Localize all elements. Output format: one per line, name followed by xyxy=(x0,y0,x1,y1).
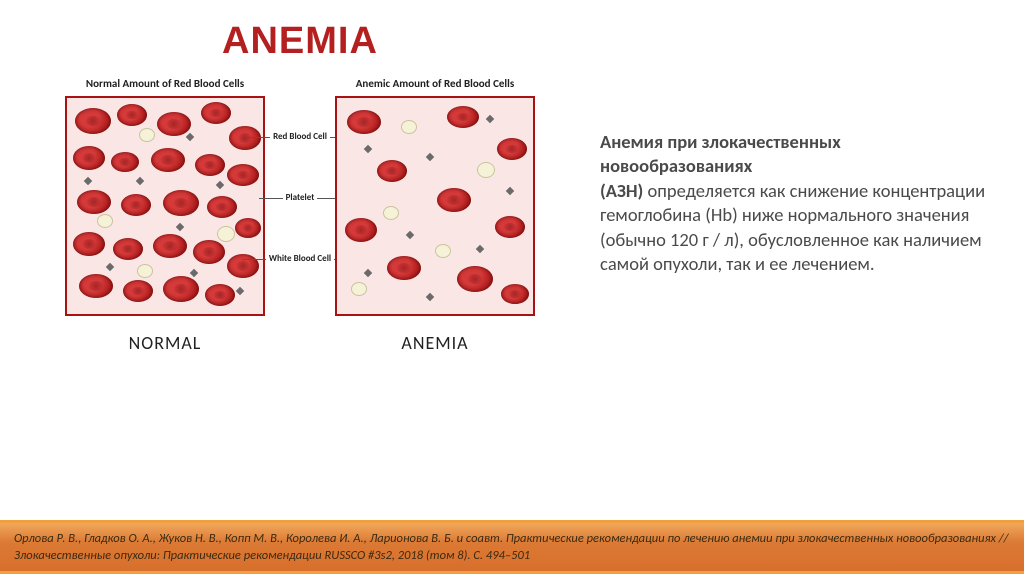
normal-caption: NORMAL xyxy=(129,332,202,354)
red-blood-cell-icon xyxy=(457,266,493,292)
white-blood-cell-icon xyxy=(137,264,153,278)
red-blood-cell-icon xyxy=(117,104,147,126)
red-blood-cell-icon xyxy=(227,254,259,278)
red-blood-cell-icon xyxy=(121,194,151,216)
platelet-icon xyxy=(406,231,414,239)
text-body: определяется как снижение концентрации г… xyxy=(600,179,985,275)
anemia-panel: Anemic Amount of Red Blood Cells ANEMIA xyxy=(335,77,535,354)
normal-top-label: Normal Amount of Red Blood Cells xyxy=(86,77,244,90)
white-blood-cell-icon xyxy=(435,244,451,258)
red-blood-cell-icon xyxy=(447,106,479,128)
platelet-icon xyxy=(364,269,372,277)
platelet-icon xyxy=(190,269,198,277)
red-blood-cell-icon xyxy=(111,152,139,172)
red-blood-cell-icon xyxy=(193,240,225,264)
platelet-icon xyxy=(236,287,244,295)
platelet-icon xyxy=(486,115,494,123)
anemia-caption: ANEMIA xyxy=(401,332,468,354)
red-blood-cell-icon xyxy=(201,102,231,124)
platelet-icon xyxy=(506,187,514,195)
description-text: Анемия при злокачественных новообразован… xyxy=(600,20,994,520)
wbc-label: White Blood Cell xyxy=(269,253,331,264)
platelet-icon xyxy=(426,153,434,161)
red-blood-cell-icon xyxy=(495,216,525,238)
red-blood-cell-icon xyxy=(79,274,113,298)
red-blood-cell-icon xyxy=(151,148,185,172)
red-blood-cell-icon xyxy=(497,138,527,160)
red-blood-cell-icon xyxy=(75,108,111,134)
text-bold-line1: Анемия при злокачественных новообразован… xyxy=(600,130,841,177)
main-content: ANEMIA Normal Amount of Red Blood Cells … xyxy=(0,0,1024,520)
normal-blood-box xyxy=(65,96,265,316)
red-blood-cell-icon xyxy=(153,234,187,258)
platelet-icon xyxy=(364,145,372,153)
red-blood-cell-icon xyxy=(345,218,377,242)
red-blood-cell-icon xyxy=(73,146,105,170)
red-blood-cell-icon xyxy=(157,112,191,136)
normal-panel: Normal Amount of Red Blood Cells NORMAL xyxy=(65,77,265,354)
red-blood-cell-icon xyxy=(227,164,259,186)
red-blood-cell-icon xyxy=(501,284,529,304)
red-blood-cell-icon xyxy=(235,218,261,238)
red-blood-cell-icon xyxy=(163,276,199,302)
red-blood-cell-icon xyxy=(205,284,235,306)
citation-bar: Орлова Р. В., Гладков О. А., Жуков Н. В.… xyxy=(0,520,1024,574)
platelet-icon xyxy=(426,293,434,301)
red-blood-cell-icon xyxy=(163,190,199,216)
red-blood-cell-icon xyxy=(123,280,153,302)
anemia-blood-box xyxy=(335,96,535,316)
platelet-label: Platelet xyxy=(286,192,315,203)
panels-row: Normal Amount of Red Blood Cells NORMAL … xyxy=(65,77,535,354)
text-bold-azn: (АЗН) xyxy=(600,179,643,202)
red-blood-cell-icon xyxy=(77,190,111,214)
platelet-icon xyxy=(186,133,194,141)
red-blood-cell-icon xyxy=(229,126,261,150)
white-blood-cell-icon xyxy=(97,214,113,228)
platelet-icon xyxy=(136,177,144,185)
red-blood-cell-icon xyxy=(207,196,237,218)
diagram-title: ANEMIA xyxy=(222,20,378,63)
white-blood-cell-icon xyxy=(477,162,495,178)
white-blood-cell-icon xyxy=(351,282,367,296)
red-blood-cell-icon xyxy=(347,110,381,134)
red-blood-cell-icon xyxy=(437,188,471,212)
platelet-icon xyxy=(176,223,184,231)
anemia-diagram: ANEMIA Normal Amount of Red Blood Cells … xyxy=(30,20,570,520)
red-blood-cell-icon xyxy=(387,256,421,280)
platelet-icon xyxy=(106,263,114,271)
cell-type-labels: Red Blood Cell Platelet White Blood Cell xyxy=(260,105,340,264)
anemia-top-label: Anemic Amount of Red Blood Cells xyxy=(356,77,514,90)
platelet-icon xyxy=(216,181,224,189)
white-blood-cell-icon xyxy=(401,120,417,134)
red-blood-cell-icon xyxy=(195,154,225,176)
citation-text: Орлова Р. В., Гладков О. А., Жуков Н. В.… xyxy=(14,531,1008,563)
red-blood-cell-icon xyxy=(73,232,105,256)
white-blood-cell-icon xyxy=(383,206,399,220)
red-blood-cell-icon xyxy=(113,238,143,260)
white-blood-cell-icon xyxy=(139,128,155,142)
red-blood-cell-icon xyxy=(377,160,407,182)
platelet-icon xyxy=(476,245,484,253)
rbc-label: Red Blood Cell xyxy=(273,131,327,142)
platelet-icon xyxy=(84,177,92,185)
white-blood-cell-icon xyxy=(217,226,235,242)
